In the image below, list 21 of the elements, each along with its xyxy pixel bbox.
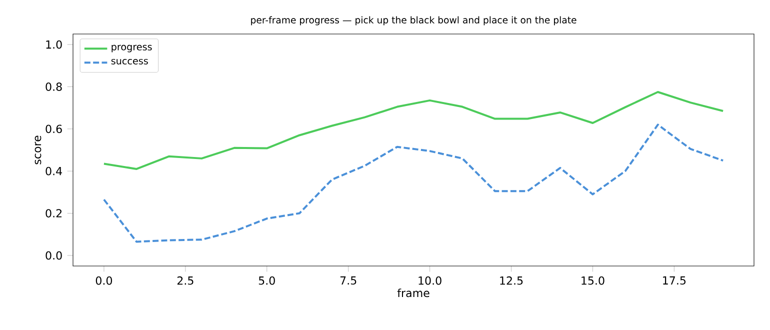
- x-tick-label: 15.0: [582, 276, 604, 285]
- y-tick-label: 0.2: [46, 209, 62, 218]
- y-tick-label: 0.6: [46, 124, 62, 134]
- x-tick-label: 7.5: [340, 276, 356, 285]
- chart-title: per-frame progress — pick up the black bowl and place it on the plate: [251, 16, 576, 26]
- x-tick-label: 2.5: [177, 276, 194, 285]
- line-series: [102, 124, 724, 243]
- x-tick-label: 10.0: [418, 276, 442, 285]
- y-tick-label: 1.0: [46, 40, 62, 49]
- x-tick-label: 17.5: [663, 276, 686, 285]
- y-axis-title: score: [34, 136, 42, 164]
- x-tick-label: 5.0: [258, 276, 275, 285]
- x-tick-label: 12.5: [500, 276, 523, 285]
- y-tick-label: 0.4: [46, 166, 62, 176]
- line-series: [102, 91, 724, 170]
- legend-label: progress: [112, 44, 152, 52]
- y-tick-label: 0.0: [46, 251, 62, 260]
- x-axis-title: frame: [397, 288, 430, 298]
- x-tick-label: 0.0: [96, 276, 112, 285]
- legend-label: success: [111, 58, 148, 64]
- y-tick-label: 0.8: [46, 82, 62, 91]
